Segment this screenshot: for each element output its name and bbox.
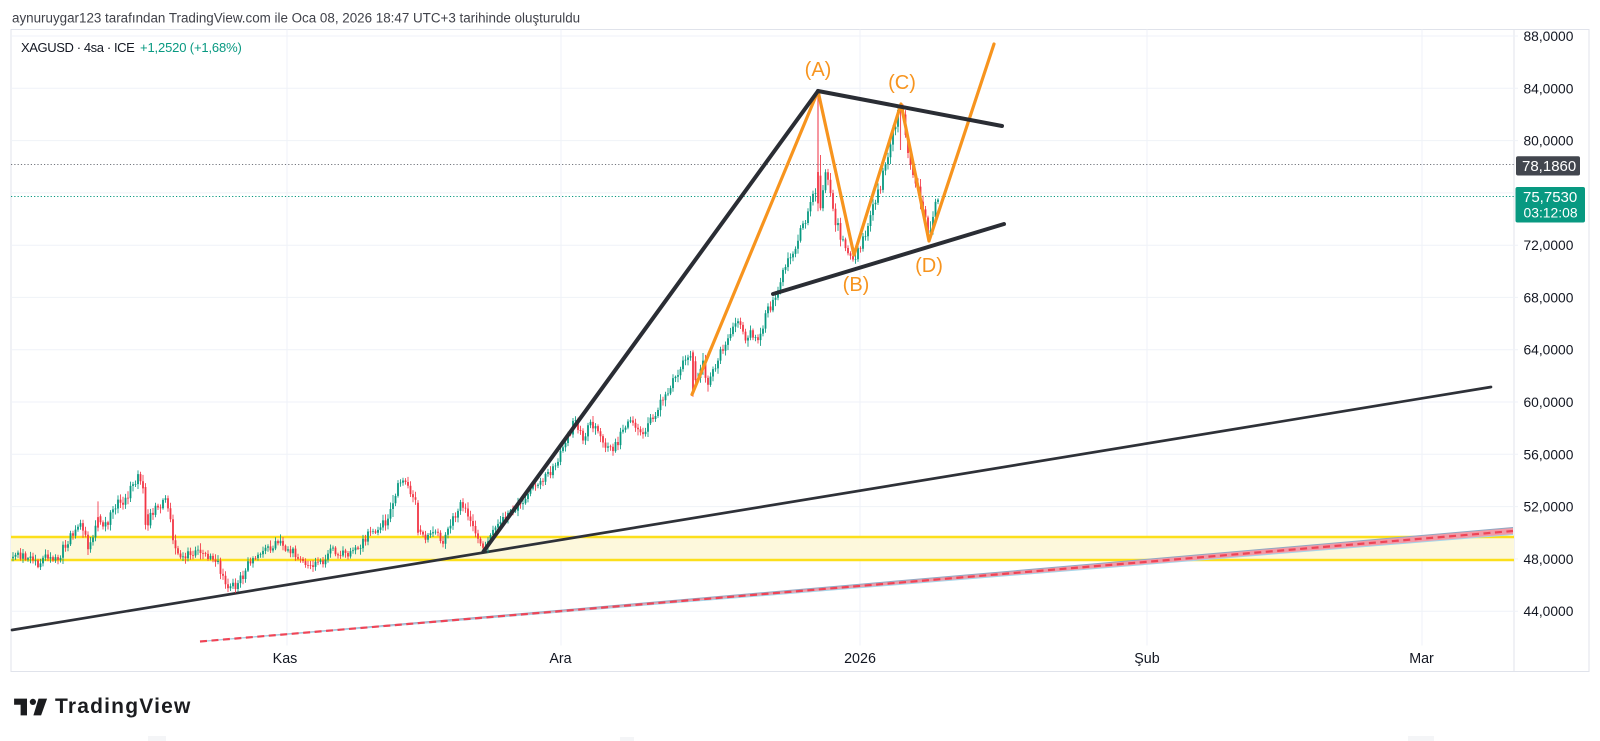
svg-text:Kas: Kas [273,651,298,667]
svg-text:52,0000: 52,0000 [1524,500,1574,515]
svg-text:aynuruygar123 tarafından Tradi: aynuruygar123 tarafından TradingView.com… [12,11,580,26]
svg-text:+1,2520 (+1,68%): +1,2520 (+1,68%) [140,40,242,55]
svg-text:(D): (D) [915,255,943,277]
svg-text:48,0000: 48,0000 [1524,552,1574,567]
svg-text:(A): (A) [805,59,832,81]
svg-text:56,0000: 56,0000 [1524,447,1574,462]
svg-text:Mar: Mar [1409,651,1434,667]
svg-text:68,0000: 68,0000 [1524,290,1574,305]
svg-text:(B): (B) [843,274,870,296]
svg-text:64,0000: 64,0000 [1524,343,1574,358]
svg-text:72,0000: 72,0000 [1524,238,1574,253]
svg-text:Ara: Ara [549,651,571,667]
svg-text:(C): (C) [888,72,916,94]
svg-text:44,0000: 44,0000 [1524,604,1574,619]
svg-text:78,1860: 78,1860 [1522,158,1576,175]
svg-text:75,7530: 75,7530 [1523,189,1577,206]
svg-text:60,0000: 60,0000 [1524,395,1574,410]
svg-text:Şub: Şub [1134,651,1159,667]
svg-text:03:12:08: 03:12:08 [1524,205,1578,221]
svg-text:TradingView: TradingView [55,695,192,718]
svg-text:2026: 2026 [844,651,876,667]
svg-text:88,0000: 88,0000 [1524,29,1574,44]
svg-text:80,0000: 80,0000 [1524,134,1574,149]
svg-text:84,0000: 84,0000 [1524,81,1574,96]
svg-text:XAGUSD · 4sa · ICE: XAGUSD · 4sa · ICE [21,40,135,55]
